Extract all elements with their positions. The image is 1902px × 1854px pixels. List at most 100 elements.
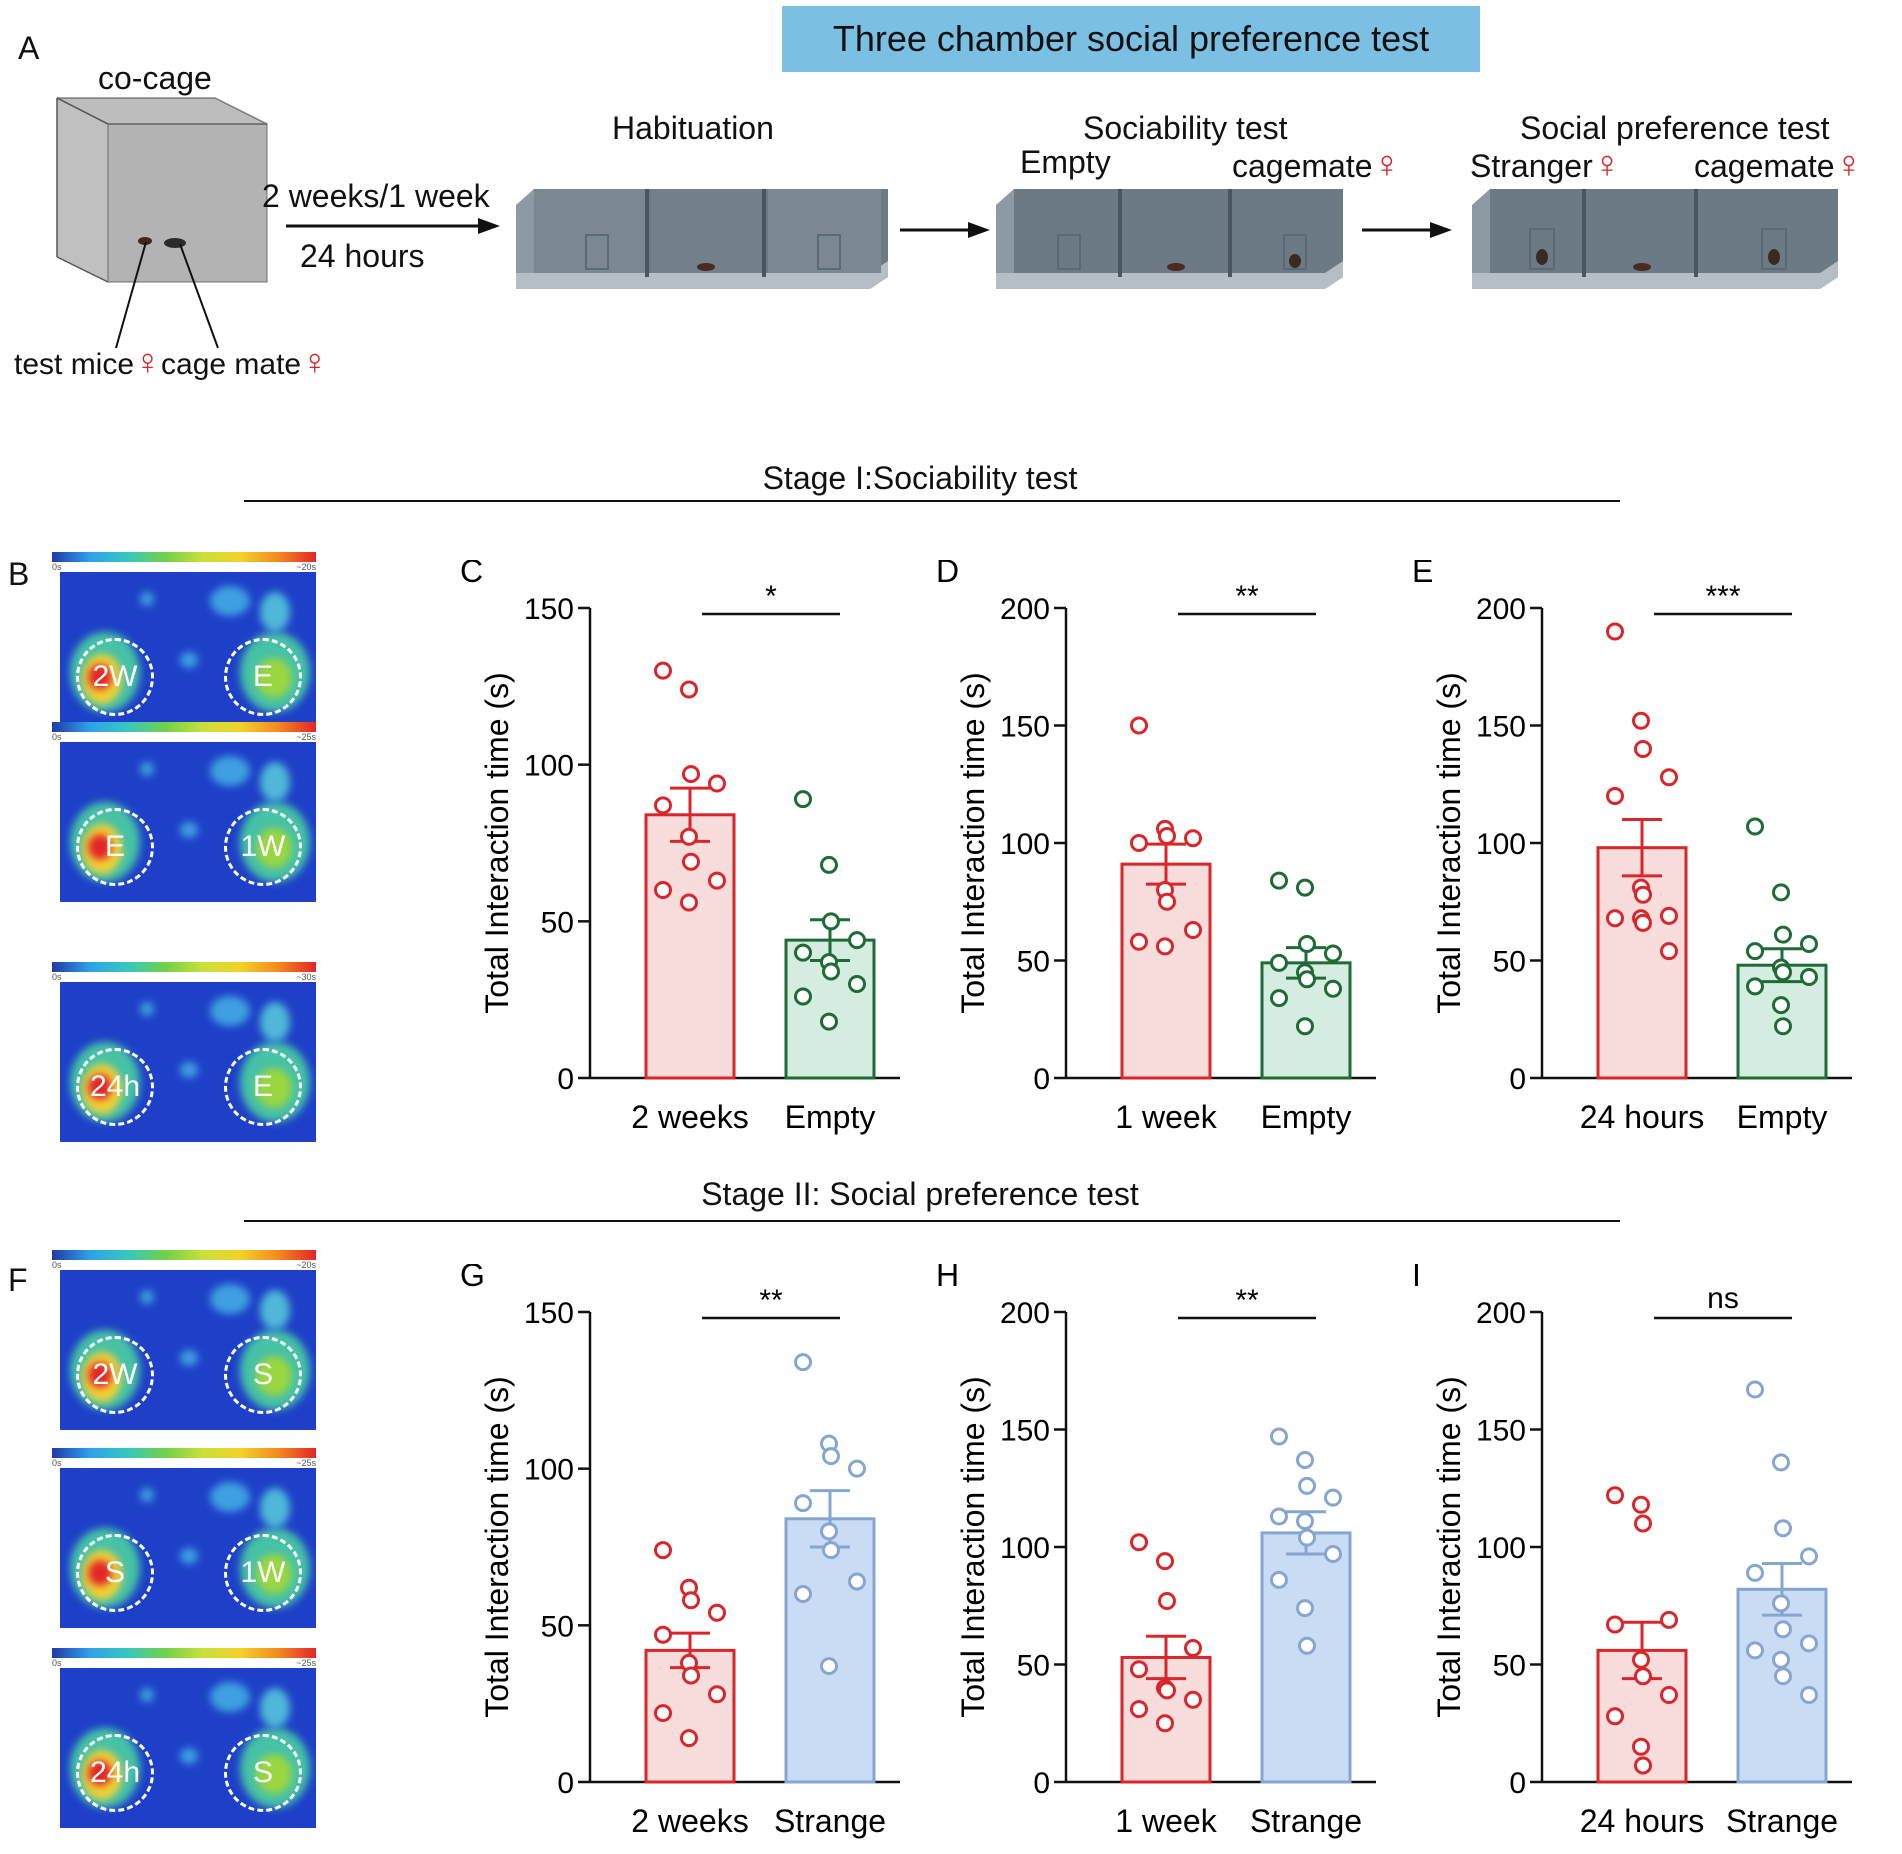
heatmap-hotspot — [210, 1682, 250, 1712]
data-point — [1156, 937, 1174, 956]
habituation-arena — [516, 189, 888, 289]
y-axis-label: Total Interaction time (s) — [1431, 672, 1467, 1013]
data-point — [1130, 1700, 1148, 1719]
sociability-right-label: cagemate♀ — [1232, 144, 1402, 186]
heatmap-zone-right: E — [224, 638, 302, 716]
y-tick-label: 200 — [1476, 1297, 1526, 1330]
mouse-pointer-lines — [115, 241, 219, 349]
heatmap-hotspot — [260, 762, 290, 802]
heatmap-zone-left: 24h — [76, 1048, 154, 1126]
data-point — [1270, 1507, 1288, 1526]
x-category-label: 1 week — [1115, 1099, 1217, 1135]
y-tick-label: 0 — [1033, 1063, 1050, 1096]
x-category-label: Strange — [1250, 1803, 1362, 1839]
data-point — [1632, 1495, 1650, 1514]
heatmap-scale-max: ~25s — [296, 732, 316, 742]
female-symbol-icon: ♀ — [1372, 144, 1402, 186]
data-point — [654, 881, 672, 899]
x-category-label: Strange — [774, 1803, 886, 1839]
y-tick-label: 100 — [1476, 1532, 1526, 1565]
heatmap: 0s ~25s S 1W — [52, 1448, 316, 1628]
bar — [1260, 1531, 1352, 1784]
data-point — [1772, 996, 1790, 1015]
female-symbol-icon: ♀ — [1834, 144, 1864, 186]
data-point — [1632, 1650, 1650, 1669]
data-point — [1298, 935, 1316, 954]
panel-letter-b: B — [8, 556, 30, 592]
data-point — [708, 1603, 726, 1622]
data-point — [680, 680, 698, 699]
data-point — [1606, 1615, 1624, 1634]
chart-i: I Total Interaction time (s) 0 50 100 150 200 2… — [1412, 1264, 1852, 1839]
heatmap-hotspot — [140, 592, 154, 606]
arrow-right-icon — [286, 218, 500, 234]
y-tick-label: 0 — [557, 1063, 574, 1096]
data-point — [1634, 1667, 1652, 1686]
data-point — [708, 871, 726, 890]
data-point — [654, 1704, 672, 1723]
data-point — [1800, 1686, 1818, 1705]
data-point — [1156, 1714, 1174, 1733]
heatmap-scale-min: 0s — [52, 1658, 62, 1668]
data-point — [1660, 942, 1678, 961]
data-point — [1746, 977, 1764, 996]
y-tick-label: 150 — [1000, 1415, 1050, 1448]
preference-right-label: cagemate♀ — [1694, 144, 1864, 186]
heatmap-scale-max: ~25s — [296, 1658, 316, 1668]
y-tick-label: 150 — [1000, 711, 1050, 744]
data-point — [1800, 935, 1818, 954]
data-point — [1296, 1599, 1314, 1618]
data-point — [1324, 979, 1342, 998]
data-point — [708, 1685, 726, 1704]
data-point — [1774, 1620, 1792, 1639]
heatmap-hotspot — [260, 1002, 290, 1042]
heatmap: 0s ~20s 2W S — [52, 1250, 316, 1430]
heatmap-hotspot — [140, 1290, 154, 1304]
heatmap-hotspot — [260, 592, 290, 632]
significance-label: *** — [1705, 580, 1740, 613]
y-tick-label: 0 — [1509, 1767, 1526, 1800]
chart-e: E Total Interaction time (s) 0 50 100 150 200 2… — [1412, 560, 1852, 1135]
y-tick-label: 50 — [541, 1610, 574, 1643]
y-tick-label: 200 — [1000, 1297, 1050, 1330]
data-point — [848, 1572, 866, 1591]
cocage-box — [56, 97, 268, 283]
y-tick-label: 50 — [1493, 1650, 1526, 1683]
x-category-label: 24 hours — [1580, 1099, 1705, 1135]
arrow-top-label: 2 weeks/1 week — [262, 178, 490, 214]
panel-letter: I — [1412, 1264, 1421, 1293]
y-axis-label: Total Interaction time (s) — [955, 1376, 991, 1717]
heatmap-hotspot — [140, 1002, 154, 1016]
sociability-arena — [996, 189, 1343, 289]
y-tick-label: 0 — [1509, 1063, 1526, 1096]
heatmap-scale-max: ~20s — [296, 562, 316, 572]
y-tick-label: 150 — [1476, 1415, 1526, 1448]
arrow-right-icon — [1362, 222, 1452, 238]
heatmap-color-scale — [52, 1250, 316, 1260]
data-point — [1130, 1660, 1148, 1679]
significance-label: ** — [759, 1284, 783, 1317]
sociability-left-label: Empty — [1020, 144, 1111, 180]
data-point — [1632, 1737, 1650, 1756]
y-tick-label: 200 — [1000, 593, 1050, 626]
x-category-label: Empty — [785, 1099, 876, 1135]
y-tick-label: 50 — [1017, 946, 1050, 979]
y-tick-label: 0 — [1033, 1767, 1050, 1800]
data-point — [1772, 883, 1790, 902]
y-tick-label: 100 — [524, 1454, 574, 1487]
data-point — [1130, 834, 1148, 852]
data-point — [1130, 932, 1148, 951]
data-point — [682, 1591, 700, 1610]
heatmap-hotspot — [180, 1350, 198, 1366]
chart-h: H Total Interaction time (s) 0 50 100 150 200 1… — [936, 1264, 1376, 1839]
y-tick-label: 50 — [1017, 1650, 1050, 1683]
heatmap-hotspot — [260, 1290, 290, 1330]
data-point — [1800, 1634, 1818, 1653]
data-point — [1634, 1756, 1652, 1775]
heatmap-zone-left: S — [76, 1534, 154, 1612]
heatmap-hotspot — [180, 1062, 198, 1078]
heatmap-zone-left: E — [76, 808, 154, 886]
data-point — [1298, 1476, 1316, 1495]
heatmap-zone-right: S — [224, 1734, 302, 1812]
data-point — [1606, 787, 1624, 805]
